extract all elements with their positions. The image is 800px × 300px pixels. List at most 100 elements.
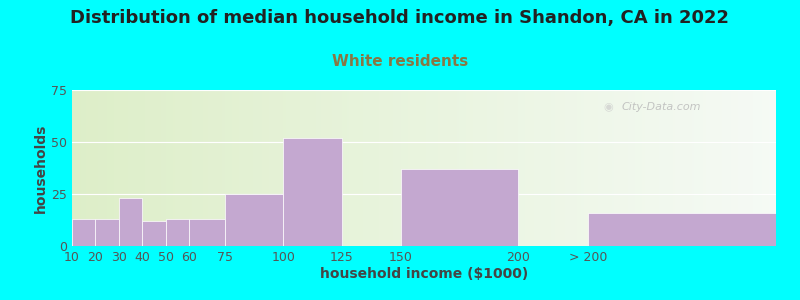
Bar (628, 90, 630, 246)
Bar (618, 90, 621, 246)
Bar (499, 90, 502, 246)
Bar (582, 90, 583, 246)
Bar (394, 90, 396, 246)
Bar (278, 90, 281, 246)
Bar (766, 90, 769, 246)
Bar (509, 90, 511, 246)
Bar (658, 90, 661, 246)
Bar (457, 90, 459, 246)
Bar (701, 90, 703, 246)
Bar (429, 90, 431, 246)
Bar (753, 90, 755, 246)
Bar (110, 90, 112, 246)
Bar (668, 90, 670, 246)
Bar (311, 90, 314, 246)
Bar (593, 90, 595, 246)
Bar (731, 90, 734, 246)
Bar (248, 90, 250, 246)
Bar (469, 90, 471, 246)
Bar (281, 90, 283, 246)
Bar (678, 90, 680, 246)
Bar (567, 90, 570, 246)
Bar (412, 90, 414, 246)
Bar (722, 90, 724, 246)
Bar (487, 90, 490, 246)
Bar (706, 90, 708, 246)
Bar (260, 90, 262, 246)
Bar (502, 90, 504, 246)
Bar (647, 90, 650, 246)
Bar (553, 90, 555, 246)
Bar (464, 90, 466, 246)
Bar (107, 90, 110, 246)
Bar (652, 90, 654, 246)
Bar (685, 90, 687, 246)
X-axis label: household income ($1000): household income ($1000) (320, 267, 528, 280)
Bar (302, 90, 304, 246)
Bar (638, 90, 640, 246)
Bar (532, 90, 534, 246)
Bar (614, 90, 617, 246)
Bar (530, 90, 532, 246)
Bar (168, 90, 170, 246)
Bar (630, 90, 633, 246)
Bar (215, 90, 218, 246)
Bar (401, 169, 518, 246)
Bar (680, 90, 682, 246)
Bar (623, 90, 626, 246)
Bar (349, 90, 351, 246)
Bar (398, 90, 401, 246)
Bar (152, 90, 154, 246)
Bar (748, 90, 750, 246)
Bar (598, 90, 600, 246)
Bar (522, 90, 525, 246)
Bar (77, 90, 79, 246)
Bar (474, 90, 476, 246)
Bar (150, 90, 152, 246)
Bar (410, 90, 412, 246)
Bar (506, 90, 509, 246)
Bar (314, 90, 316, 246)
Bar (241, 90, 243, 246)
Bar (759, 90, 762, 246)
Bar (210, 90, 213, 246)
Bar (133, 90, 135, 246)
Bar (295, 90, 298, 246)
Bar (142, 90, 145, 246)
Bar (119, 90, 122, 246)
Bar (527, 90, 530, 246)
Bar (206, 90, 208, 246)
Bar (286, 90, 288, 246)
Bar (654, 90, 656, 246)
Bar (339, 90, 342, 246)
Bar (135, 90, 138, 246)
Bar (318, 90, 321, 246)
Bar (122, 90, 124, 246)
Y-axis label: households: households (34, 123, 48, 213)
Bar (180, 90, 182, 246)
Bar (198, 90, 201, 246)
Bar (203, 90, 206, 246)
Bar (271, 90, 274, 246)
Bar (480, 90, 482, 246)
Bar (600, 90, 602, 246)
Bar (333, 90, 335, 246)
Bar (550, 90, 553, 246)
Bar (288, 90, 290, 246)
Bar (377, 90, 379, 246)
Bar (445, 90, 447, 246)
Bar (715, 90, 718, 246)
Bar (163, 90, 166, 246)
Bar (236, 90, 238, 246)
Bar (253, 90, 255, 246)
Bar (86, 90, 89, 246)
Bar (574, 90, 577, 246)
Bar (366, 90, 368, 246)
Bar (675, 90, 678, 246)
Bar (471, 90, 474, 246)
Bar (386, 90, 389, 246)
Bar (612, 90, 614, 246)
Bar (166, 219, 190, 246)
Bar (72, 90, 74, 246)
Bar (588, 90, 590, 246)
